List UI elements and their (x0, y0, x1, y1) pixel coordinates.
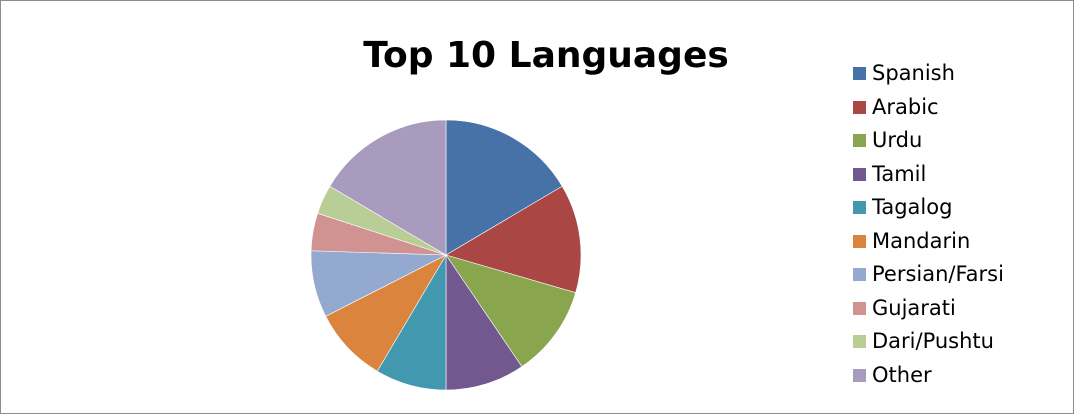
legend-swatch-arabic (853, 100, 866, 114)
legend-item-tagalog: Tagalog (853, 191, 1004, 225)
legend-item-dari-pushtu: Dari/Pushtu (853, 325, 1004, 359)
legend-item-spanish: Spanish (853, 57, 1004, 91)
legend-label-arabic: Arabic (872, 94, 939, 119)
legend-label-mandarin: Mandarin (872, 228, 971, 253)
legend-swatch-gujarati (853, 301, 866, 315)
legend-label-urdu: Urdu (872, 128, 923, 153)
pie-slice-other (329, 119, 447, 256)
legend-item-arabic: Arabic (853, 91, 1004, 125)
legend-swatch-urdu (853, 134, 866, 148)
pie-slice-urdu (445, 254, 577, 368)
legend-label-spanish: Spanish (872, 61, 955, 86)
legend-item-gujarati: Gujarati (853, 292, 1004, 326)
legend-swatch-other (853, 368, 866, 382)
legend-item-persian-farsi: Persian/Farsi (853, 258, 1004, 292)
legend-label-other: Other (872, 362, 932, 387)
pie-slice-arabic (445, 185, 582, 294)
pie-slice-tamil (445, 254, 523, 391)
legend-label-tamil: Tamil (872, 161, 927, 186)
legend-item-urdu: Urdu (853, 124, 1004, 158)
legend-swatch-persian-farsi (853, 268, 866, 282)
legend: Spanish Arabic Urdu Tamil Tagalog Mandarin Per… (853, 57, 1004, 392)
legend-swatch-spanish (853, 67, 866, 81)
legend-item-tamil: Tamil (853, 158, 1004, 192)
legend-label-dari-pushtu: Dari/Pushtu (872, 329, 994, 354)
legend-item-other: Other (853, 359, 1004, 393)
legend-swatch-tamil (853, 167, 866, 181)
legend-swatch-tagalog (853, 201, 866, 215)
legend-label-persian-farsi: Persian/Farsi (872, 262, 1004, 287)
legend-swatch-dari-pushtu (853, 335, 866, 349)
legend-label-tagalog: Tagalog (872, 195, 953, 220)
chart-title: Top 10 Languages (363, 35, 729, 76)
pie-slice-spanish (445, 119, 563, 256)
legend-label-gujarati: Gujarati (872, 295, 956, 320)
legend-swatch-mandarin (853, 234, 866, 248)
legend-item-mandarin: Mandarin (853, 225, 1004, 259)
